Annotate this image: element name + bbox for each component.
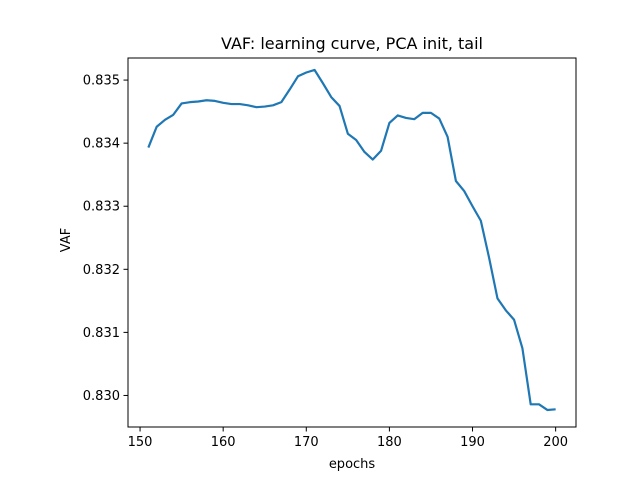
chart-title: VAF: learning curve, PCA init, tail	[221, 34, 483, 53]
x-tick-label: 200	[543, 435, 568, 450]
y-tick-label: 0.835	[83, 74, 120, 89]
axes-frame	[127, 57, 577, 428]
x-tick-label: 170	[294, 435, 319, 450]
x-axis-label: epochs	[329, 457, 376, 472]
y-tick-label: 0.833	[83, 200, 120, 215]
y-tick-label: 0.832	[83, 263, 120, 278]
x-tick-label: 190	[460, 435, 485, 450]
series-line	[147, 68, 556, 412]
x-tick-label: 150	[128, 435, 153, 450]
x-tick-label: 160	[211, 435, 236, 450]
plot-area: 150 160 170 180 190 200 0.830 0.831 0.832 0.833 0.…	[83, 57, 577, 450]
y-tick-label: 0.834	[83, 137, 120, 152]
y-tick-label: 0.831	[83, 326, 120, 341]
y-axis-label: VAF	[59, 228, 74, 252]
x-tick-label: 180	[377, 435, 402, 450]
y-tick-label: 0.830	[83, 389, 120, 404]
